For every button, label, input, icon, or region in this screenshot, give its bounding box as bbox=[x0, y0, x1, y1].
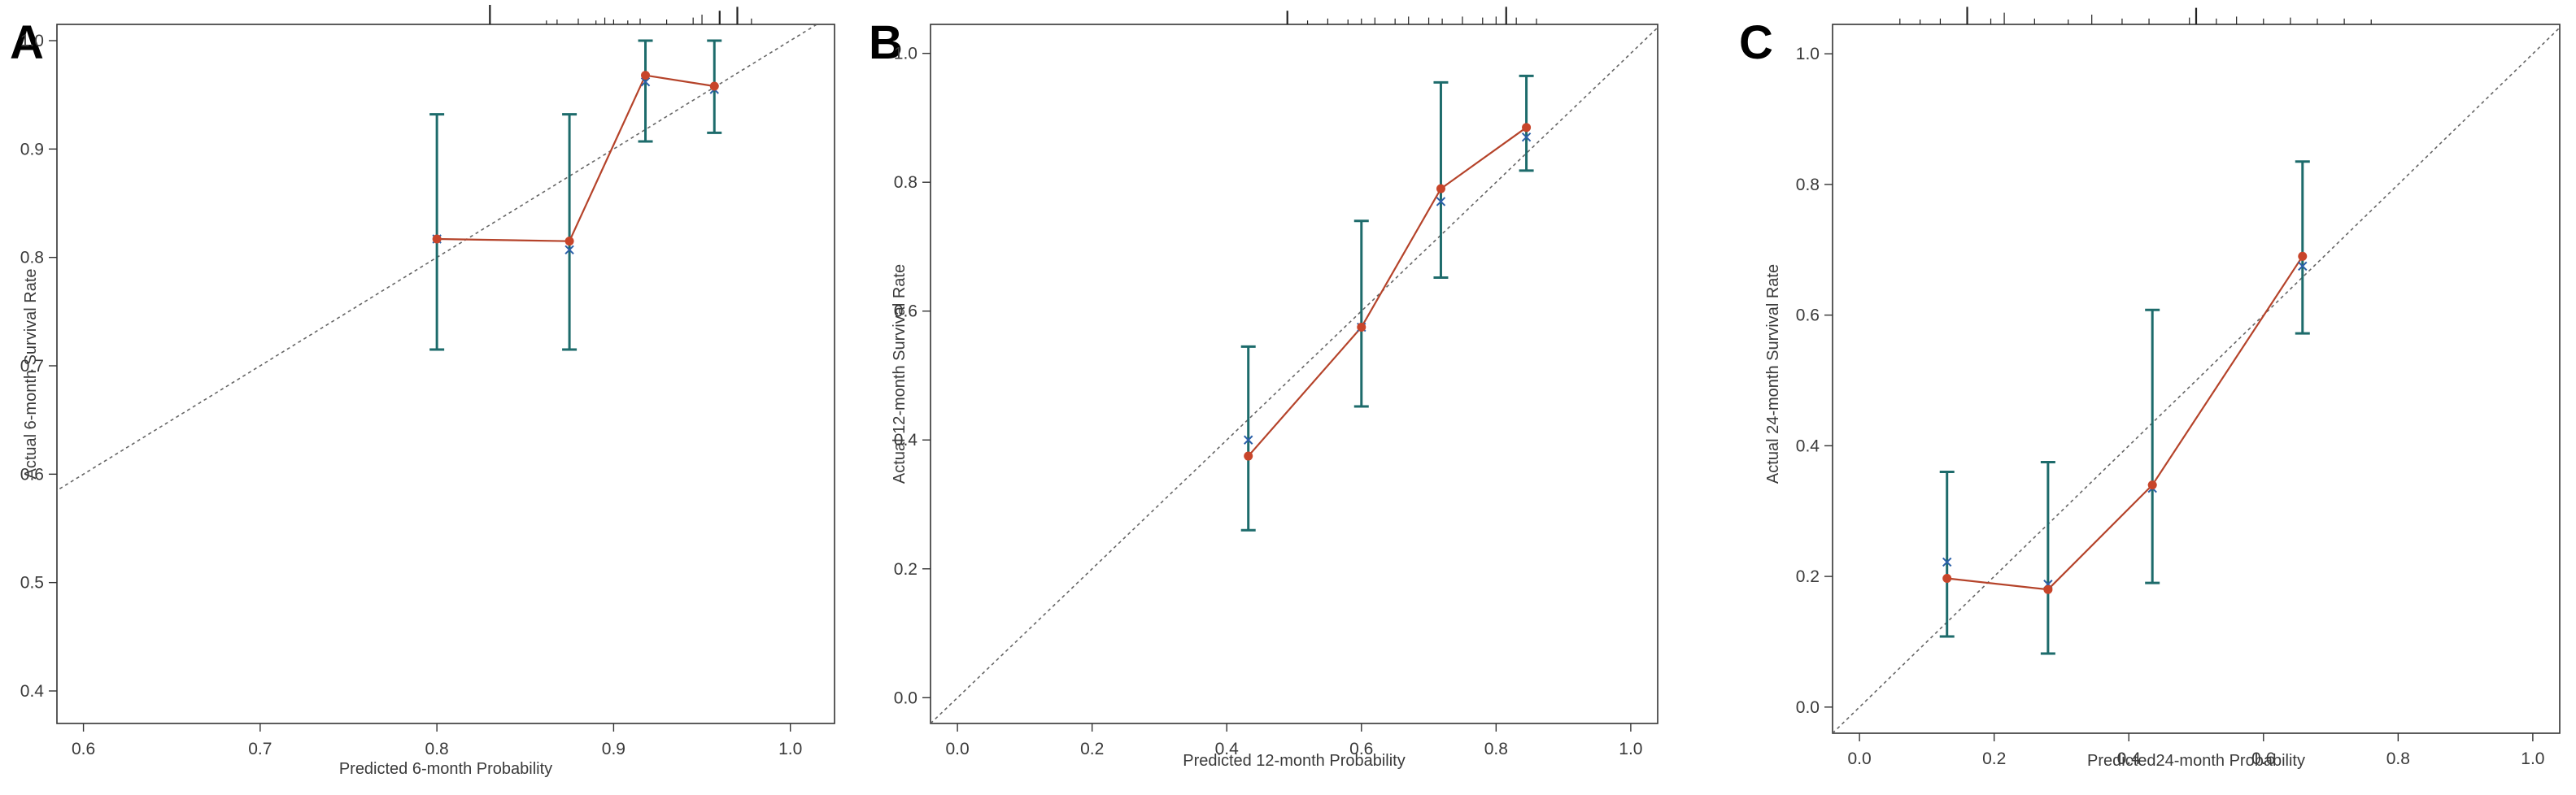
y-axis-label-b: Actual 12-month Survival Rate bbox=[891, 264, 909, 484]
observed-point bbox=[709, 81, 719, 91]
x-tick-label: 0.4 bbox=[1215, 740, 1240, 758]
x-tick-label: 0.0 bbox=[1848, 749, 1872, 768]
bias-corrected-cross bbox=[1436, 197, 1446, 206]
x-tick-label: 0.6 bbox=[1349, 740, 1373, 758]
y-tick-label: 0.6 bbox=[894, 302, 918, 321]
observed-point bbox=[1357, 323, 1366, 332]
x-tick-label: 0.7 bbox=[248, 740, 272, 758]
bias-corrected-cross bbox=[564, 245, 574, 255]
observed-point bbox=[2043, 584, 2053, 594]
y-tick-label: 0.4 bbox=[20, 682, 45, 701]
x-tick-label: 0.8 bbox=[2386, 749, 2410, 768]
y-tick-label: 0.6 bbox=[1796, 306, 1820, 325]
observed-point bbox=[641, 71, 651, 80]
y-tick-label: 0.6 bbox=[20, 465, 44, 484]
observed-point bbox=[1436, 184, 1445, 193]
calibration-panel-c: C Predicted24-month Probability Actual 2… bbox=[1739, 7, 2561, 770]
y-tick-label: 0.4 bbox=[1796, 437, 1820, 455]
observed-point bbox=[1942, 574, 1952, 584]
bias-corrected-cross bbox=[1942, 557, 1952, 567]
x-tick-label: 1.0 bbox=[1619, 740, 1642, 758]
bias-corrected-cross bbox=[640, 76, 651, 87]
plot-frame bbox=[930, 24, 1658, 724]
x-tick-label: 1.0 bbox=[778, 740, 802, 758]
observed-point bbox=[1522, 123, 1532, 132]
observed-point bbox=[2298, 251, 2308, 261]
x-tick-label: 0.2 bbox=[1982, 749, 2006, 768]
observed-line bbox=[1946, 255, 2304, 591]
x-tick-label: 1.0 bbox=[2521, 749, 2544, 768]
y-tick-label: 0.8 bbox=[20, 249, 44, 267]
bias-corrected-cross bbox=[2298, 261, 2308, 272]
y-tick-label: 0.2 bbox=[894, 560, 918, 579]
observed-point bbox=[564, 237, 574, 246]
y-tick-label: 1.0 bbox=[20, 32, 44, 50]
observed-point bbox=[432, 234, 442, 244]
y-tick-label: 1.0 bbox=[1796, 45, 1820, 63]
observed-line bbox=[437, 74, 715, 242]
y-axis-label-a: Actual 6-month Survival Rate bbox=[22, 268, 40, 479]
x-axis-label-a: Predicted 6-month Probability bbox=[339, 760, 552, 778]
y-tick-label: 0.7 bbox=[20, 357, 44, 376]
x-tick-label: 0.9 bbox=[602, 740, 625, 758]
x-tick-label: 0.0 bbox=[946, 740, 970, 758]
ideal-diagonal-line bbox=[57, 24, 818, 492]
observed-point bbox=[1244, 451, 1253, 461]
y-tick-label: 0.9 bbox=[20, 140, 44, 159]
y-tick-label: 0.0 bbox=[894, 689, 918, 707]
calibration-panel-b: B Predicted 12-month Probability Actual … bbox=[869, 7, 1658, 770]
x-tick-label: 0.4 bbox=[2117, 749, 2142, 768]
plot-frame bbox=[56, 24, 835, 724]
ideal-diagonal-line bbox=[1833, 26, 2560, 733]
y-tick-label: 0.4 bbox=[894, 431, 918, 450]
panel-label-b: B bbox=[869, 16, 903, 69]
panel-label-c: C bbox=[1739, 16, 1773, 69]
x-tick-label: 0.8 bbox=[425, 740, 449, 758]
x-axis-label-c: Predicted24-month Probability bbox=[2087, 752, 2305, 770]
y-tick-label: 0.8 bbox=[1796, 176, 1820, 194]
x-tick-label: 0.6 bbox=[72, 740, 95, 758]
y-tick-label: 0.8 bbox=[894, 173, 918, 192]
y-tick-label: 1.0 bbox=[894, 45, 918, 63]
bias-corrected-cross bbox=[1244, 435, 1253, 445]
x-axis-label-b: Predicted 12-month Probability bbox=[1183, 752, 1405, 770]
x-tick-label: 0.2 bbox=[1080, 740, 1104, 758]
x-tick-label: 0.6 bbox=[2251, 749, 2275, 768]
y-tick-label: 0.2 bbox=[1796, 567, 1820, 586]
x-tick-label: 0.8 bbox=[1484, 740, 1508, 758]
y-tick-label: 0.5 bbox=[20, 574, 44, 593]
y-axis-label-c: Actual 24-month Survival Rate bbox=[1764, 264, 1782, 484]
panel-label-a: A bbox=[10, 16, 44, 69]
y-tick-label: 0.0 bbox=[1796, 698, 1820, 717]
observed-line bbox=[1247, 126, 1528, 457]
bias-corrected-cross bbox=[1521, 132, 1532, 142]
observed-point bbox=[2147, 480, 2157, 490]
calibration-panel-a: A Predicted 6-month Probability Actual 6… bbox=[10, 5, 835, 778]
